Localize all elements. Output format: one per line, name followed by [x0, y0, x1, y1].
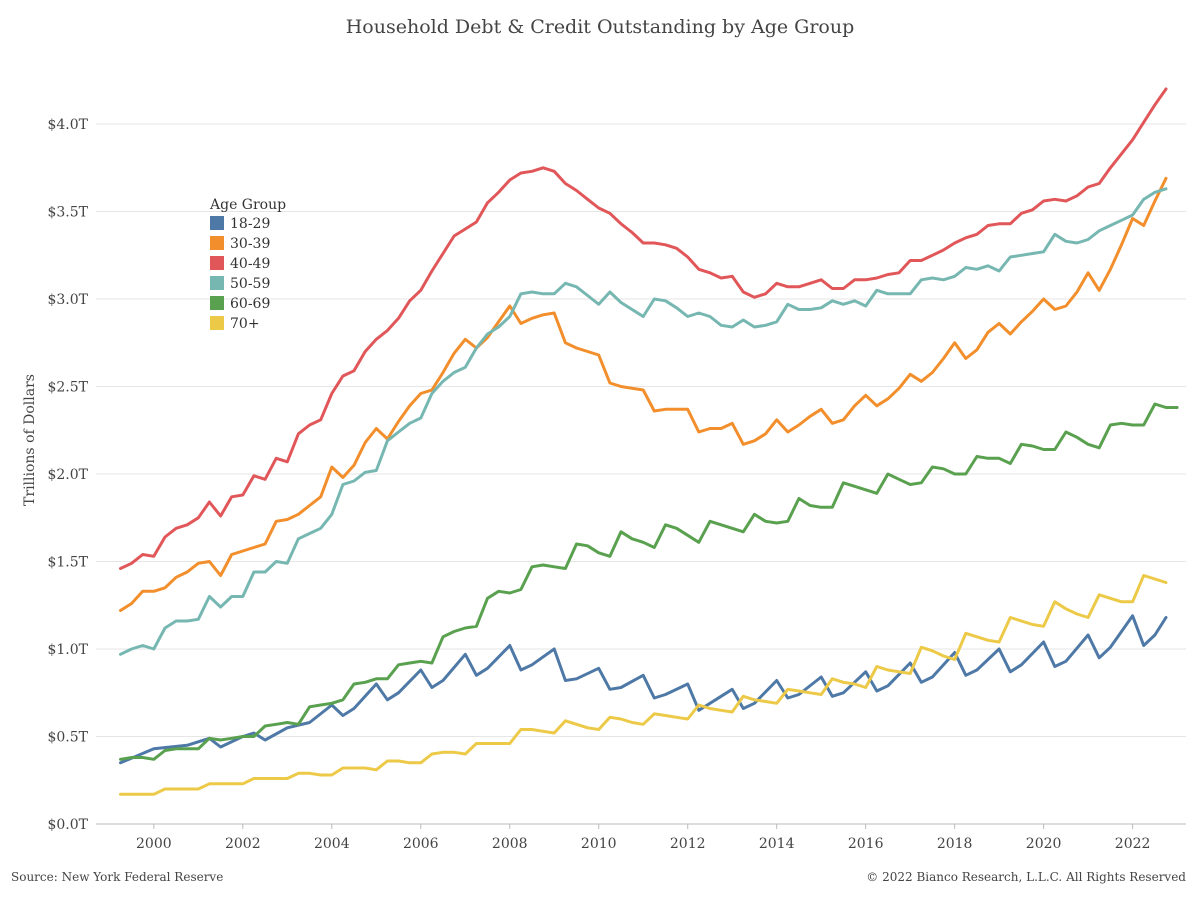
gridlines — [96, 123, 1186, 737]
legend-swatch-70+ — [210, 316, 224, 330]
x-axis-ticks: 2000 2002 2004 2006 2008 2010 2012 2014 2016 2018… — [136, 824, 1150, 852]
legend-label-60-69: 60-69 — [230, 296, 270, 312]
x-tick-label: 2000 — [136, 836, 172, 852]
x-tick-label: 2016 — [848, 836, 884, 852]
x-tick-label: 2002 — [225, 836, 261, 852]
legend-label-40-49: 40-49 — [230, 256, 270, 272]
legend-label-18-29: 18-29 — [230, 216, 270, 232]
y-tick-label: $4.0T — [47, 117, 88, 133]
legend-swatch-18-29 — [210, 216, 224, 230]
legend-swatch-30-39 — [210, 236, 224, 250]
legend: Age Group 18-29 30-39 40-49 50-59 60-69 70+ — [209, 197, 286, 332]
legend-items: 18-29 30-39 40-49 50-59 60-69 70+ — [210, 216, 270, 332]
x-tick-label: 2008 — [492, 836, 528, 852]
x-tick-label: 2006 — [403, 836, 439, 852]
x-tick-label: 2022 — [1115, 836, 1151, 852]
x-tick-label: 2018 — [937, 836, 973, 852]
y-tick-label: $1.0T — [47, 642, 88, 658]
legend-label-50-59: 50-59 — [230, 276, 270, 292]
source-note: Source: New York Federal Reserve — [11, 870, 224, 884]
copyright-note: © 2022 Bianco Research, L.L.C. All Right… — [866, 870, 1186, 884]
series-line-40-49 — [119, 87, 1168, 570]
y-tick-label: $0.0T — [47, 817, 88, 833]
y-tick-label: $0.5T — [47, 730, 88, 746]
legend-title: Age Group — [209, 197, 286, 213]
legend-swatch-50-59 — [210, 276, 224, 290]
y-tick-label: $2.0T — [47, 467, 88, 483]
legend-label-70+: 70+ — [230, 316, 260, 332]
legend-swatch-60-69 — [210, 296, 224, 310]
y-tick-label: $3.5T — [47, 205, 88, 221]
x-tick-label: 2004 — [314, 836, 350, 852]
y-axis-title: Trillions of Dollars — [22, 374, 38, 506]
legend-label-30-39: 30-39 — [230, 236, 270, 252]
series-line-30-39 — [119, 176, 1168, 612]
legend-swatch-40-49 — [210, 256, 224, 270]
series-line-50-59 — [119, 187, 1168, 656]
series-lines — [119, 87, 1179, 796]
chart-title: Household Debt & Credit Outstanding by A… — [345, 16, 855, 38]
x-tick-label: 2010 — [581, 836, 617, 852]
x-tick-label: 2020 — [1026, 836, 1062, 852]
y-tick-label: $1.5T — [47, 555, 88, 571]
x-tick-label: 2012 — [670, 836, 706, 852]
y-tick-label: $2.5T — [47, 380, 88, 396]
series-line-70+ — [119, 574, 1168, 796]
series-line-60-69 — [119, 402, 1179, 761]
series-line-18-29 — [119, 614, 1168, 765]
y-axis-ticks: $0.0T $0.5T $1.0T $1.5T $2.0T $2.5T $3.0T $3.5T… — [47, 117, 88, 833]
y-tick-label: $3.0T — [47, 292, 88, 308]
x-tick-label: 2014 — [759, 836, 795, 852]
